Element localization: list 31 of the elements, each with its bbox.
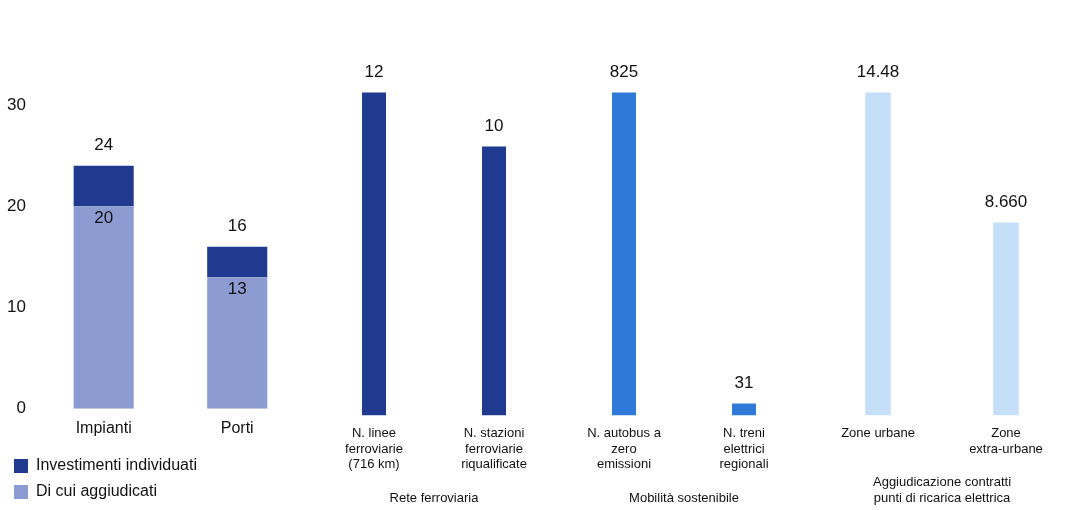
bar [73, 165, 134, 207]
x-axis-title: Mobilità sostenibile [629, 489, 739, 505]
total-label: 16 [227, 215, 247, 235]
bar [207, 246, 268, 278]
x-tick-label: N. autobus a zero emissioni [587, 424, 662, 472]
y-tick-label: 30 [6, 94, 26, 114]
x-axis-title: Aggiudicazione contratti punti di ricarica elettrica [872, 474, 1012, 505]
total-label: 24 [94, 134, 114, 154]
data-label: 825 [609, 61, 639, 81]
x-tick-label: Porti [220, 418, 254, 436]
bar [73, 206, 134, 409]
x-tick-label: N. stazioni ferroviarie riqualificate [461, 424, 527, 472]
data-label: 8.660 [984, 191, 1028, 211]
y-tick-label: 0 [16, 398, 26, 418]
x-axis-title: Rete ferroviaria [389, 489, 480, 505]
x-tick-label: Impianti [75, 418, 132, 436]
data-label: 13 [227, 279, 247, 299]
data-label: 10 [484, 115, 504, 135]
legend-label: Investimenti individuati [36, 456, 197, 474]
x-tick-label: Zone urbane [841, 424, 915, 440]
y-tick-label: 20 [6, 195, 26, 215]
x-tick-label: N. treni elettrici regionali [719, 424, 769, 472]
y-tick-label: 10 [6, 297, 26, 317]
x-tick-label: Zone extra-urbane [969, 424, 1043, 456]
bar [207, 277, 268, 409]
data-label: 14.48 [856, 61, 900, 81]
data-label: 20 [94, 208, 114, 228]
x-tick-label: N. linee ferroviarie (716 km) [345, 424, 403, 472]
data-label: 12 [364, 61, 384, 81]
data-label: 31 [734, 372, 754, 392]
legend-label: Di cui aggiudicati [36, 482, 157, 500]
